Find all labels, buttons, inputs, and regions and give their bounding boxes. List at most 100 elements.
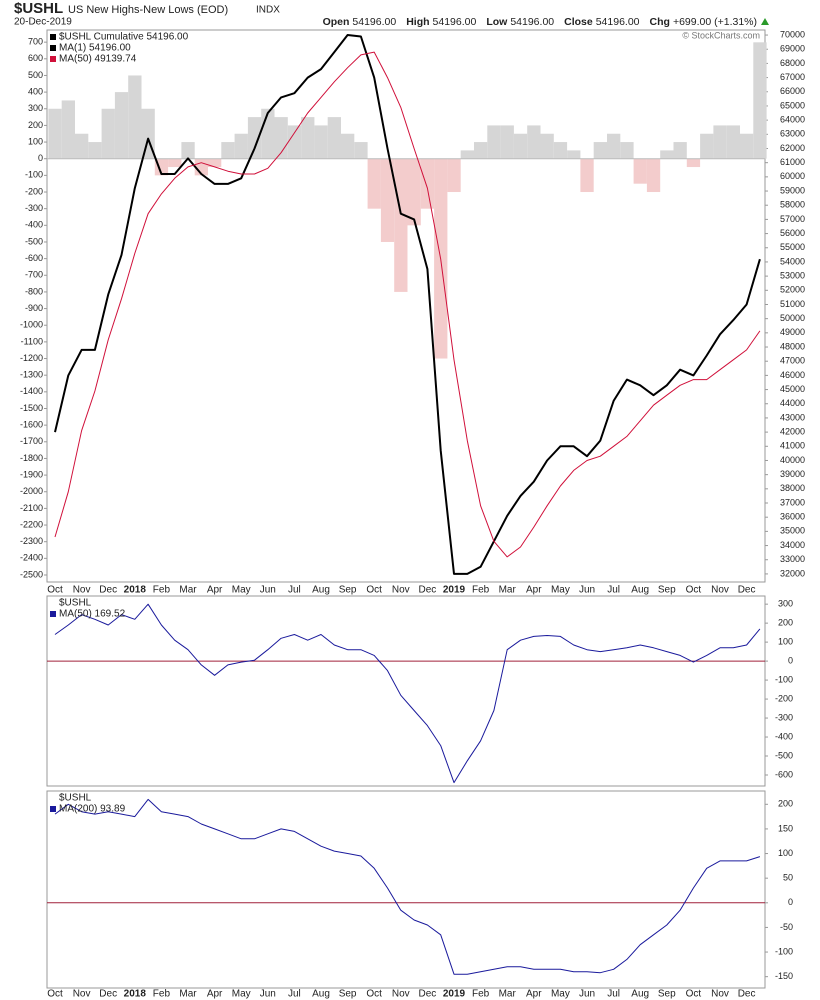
y-tick-label: 0 — [788, 897, 793, 907]
y-tick-label: 200 — [28, 120, 43, 130]
x-tick-label: 2018 — [124, 585, 147, 596]
y2-tick-label: 45000 — [780, 384, 805, 394]
y-tick-label: 200 — [778, 799, 793, 809]
quote-value: 54196.00 — [596, 16, 640, 28]
histogram-bar — [673, 142, 687, 159]
x-tick-label: Jul — [288, 989, 301, 1000]
histogram-bar — [553, 142, 568, 159]
quote-value: 54196.00 — [510, 16, 554, 28]
y-tick-label: -600 — [775, 769, 793, 779]
histogram-bar — [88, 142, 102, 159]
y-tick-label: -900 — [25, 303, 43, 313]
histogram-bar — [460, 150, 474, 159]
histogram-bar — [753, 42, 767, 159]
x-tick-label: Apr — [526, 989, 542, 1000]
y-tick-label: -1800 — [20, 453, 43, 463]
x-tick-label: Nov — [711, 989, 729, 1000]
histogram-bar — [114, 92, 129, 159]
x-tick-label: Mar — [499, 585, 517, 596]
histogram-bar — [620, 142, 634, 159]
y-tick-label: 400 — [28, 86, 43, 96]
y-tick-label: 300 — [28, 103, 43, 113]
histogram-bar — [181, 142, 195, 159]
y-tick-label: -2500 — [20, 569, 43, 579]
x-tick-label: Feb — [472, 585, 490, 596]
histogram-bar — [380, 158, 395, 242]
y-tick-label: -2300 — [20, 536, 43, 546]
histogram-bar — [686, 158, 701, 168]
x-tick-label: Jul — [607, 585, 620, 596]
histogram-bar — [540, 133, 554, 159]
x-tick-label: Oct — [366, 989, 382, 1000]
quote-label: High — [406, 16, 429, 28]
x-tick-label: May — [232, 585, 251, 596]
x-tick-label: Jun — [260, 585, 276, 596]
histogram-bar — [234, 133, 248, 159]
x-tick-label: Nov — [392, 585, 410, 596]
histogram-bar — [487, 125, 501, 159]
y-tick-label: 700 — [28, 37, 43, 47]
x-tick-label: Jun — [579, 989, 595, 1000]
panel-frame — [46, 595, 766, 787]
date: 20-Dec-2019 — [14, 17, 72, 28]
histogram-bar — [261, 108, 275, 159]
x-tick-label: May — [232, 989, 251, 1000]
x-tick-label: Aug — [312, 585, 330, 596]
histogram-bar — [447, 158, 461, 193]
panel-frame — [46, 790, 766, 989]
x-tick-label: Apr — [207, 585, 223, 596]
histogram-bar — [700, 133, 714, 159]
x-tick-label: Oct — [47, 585, 63, 596]
histogram-bar — [593, 142, 607, 159]
histogram-bar — [128, 75, 142, 159]
histogram-bar — [500, 125, 514, 159]
histogram-bar — [646, 158, 661, 193]
y2-tick-label: 55000 — [780, 242, 805, 252]
quote-line: Open 54196.00 High 54196.00 Low 54196.00 Close… — [323, 16, 757, 28]
y2-tick-label: 39000 — [780, 469, 805, 479]
x-tick-label: Dec — [738, 989, 756, 1000]
x-tick-label: Jun — [579, 585, 595, 596]
y-tick-label: -1300 — [20, 370, 43, 380]
histogram-bar — [580, 158, 594, 193]
histogram-bar — [287, 125, 302, 159]
legend-label: $USHL Cumulative 54196.00 — [59, 32, 189, 43]
y2-tick-label: 64000 — [780, 115, 805, 125]
legend-swatch — [50, 56, 56, 62]
y2-tick-label: 41000 — [780, 441, 805, 451]
x-tick-label: Apr — [526, 585, 542, 596]
y-tick-label: 0 — [38, 153, 43, 163]
histogram-bar — [420, 158, 435, 209]
histogram-bar — [354, 142, 368, 159]
legend-swatch — [50, 34, 56, 40]
y-tick-label: -1400 — [20, 386, 43, 396]
histogram-bar — [48, 108, 62, 159]
y2-tick-label: 60000 — [780, 171, 805, 181]
y2-tick-label: 48000 — [780, 341, 805, 351]
y2-tick-label: 40000 — [780, 455, 805, 465]
histogram-bar — [301, 117, 315, 159]
y-tick-label: -1500 — [20, 403, 43, 413]
y-tick-label: -100 — [775, 674, 793, 684]
y-tick-label: -1600 — [20, 420, 43, 430]
y2-tick-label: 57000 — [780, 214, 805, 224]
histogram-bar — [61, 100, 75, 159]
histogram-bar — [168, 158, 182, 168]
histogram-bar — [407, 158, 421, 226]
exchange: INDX — [256, 5, 280, 16]
x-tick-label: Feb — [153, 989, 171, 1000]
y-tick-label: -200 — [25, 186, 43, 196]
quote-value: +699.00 (+1.31%) — [673, 16, 757, 28]
x-tick-label: Nov — [711, 585, 729, 596]
legend-swatch — [50, 611, 56, 617]
y2-tick-label: 67000 — [780, 72, 805, 82]
y-tick-label: -150 — [775, 971, 793, 981]
quote-label: Open — [323, 16, 350, 28]
y2-tick-label: 38000 — [780, 483, 805, 493]
x-tick-label: Mar — [179, 585, 197, 596]
y-tick-label: 500 — [28, 70, 43, 80]
x-tick-label: Sep — [658, 989, 676, 1000]
y-tick-label: -100 — [775, 946, 793, 956]
